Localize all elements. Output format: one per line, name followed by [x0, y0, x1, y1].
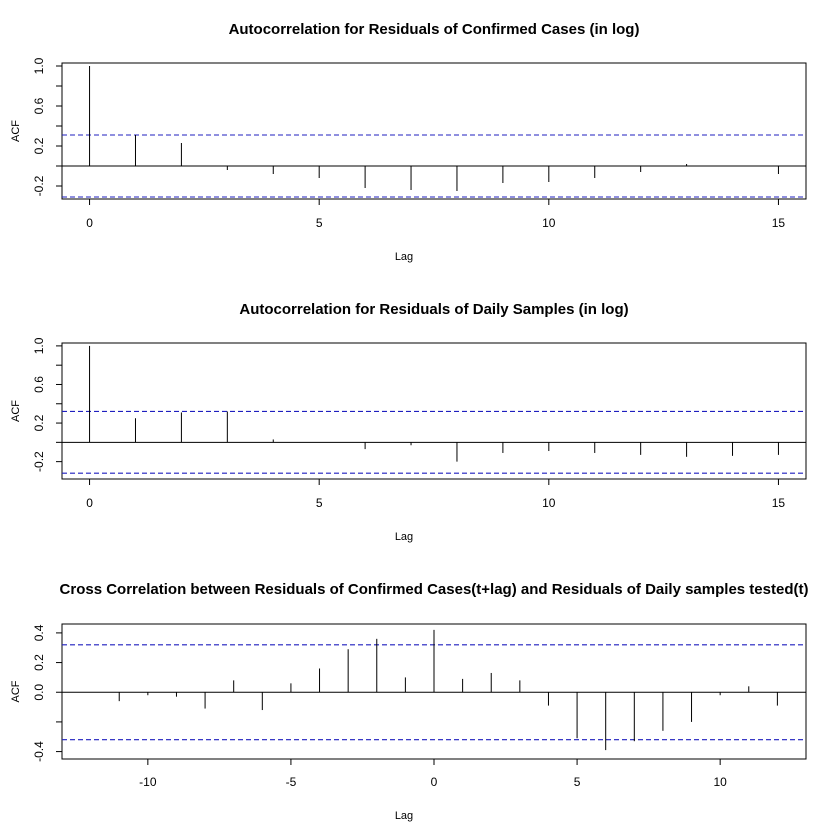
x-tick-label: 0 — [86, 496, 93, 510]
y-tick-label: 0.6 — [32, 376, 46, 393]
y-tick-label: 0.2 — [32, 137, 46, 154]
x-tick-label: 0 — [86, 216, 93, 230]
acf-panel-daily-samples: Autocorrelation for Residuals of Daily S… — [10, 301, 807, 543]
chart-title: Cross Correlation between Residuals of C… — [60, 581, 809, 598]
y-axis-label: ACF — [10, 120, 22, 142]
y-tick-label: 1.0 — [32, 337, 46, 354]
chart-title: Autocorrelation for Residuals of Daily S… — [239, 301, 628, 318]
x-axis-label: Lag — [395, 251, 413, 263]
acf-panel-confirmed-cases: Autocorrelation for Residuals of Confirm… — [10, 21, 807, 263]
y-tick-label: 0.0 — [32, 684, 46, 701]
y-tick-label: 0.4 — [32, 624, 46, 641]
x-axis-label: Lag — [395, 531, 413, 543]
y-axis-label: ACF — [10, 680, 22, 702]
x-tick-label: -10 — [139, 775, 157, 789]
y-tick-label: 0.6 — [32, 97, 46, 114]
x-tick-label: 15 — [772, 216, 786, 230]
x-tick-label: 0 — [431, 775, 438, 789]
y-tick-label: 1.0 — [32, 57, 46, 74]
y-tick-label: -0.2 — [32, 175, 46, 196]
x-tick-label: 5 — [574, 775, 581, 789]
y-tick-label: -0.4 — [32, 741, 46, 762]
ccf-panel-cases-vs-samples: Cross Correlation between Residuals of C… — [10, 581, 809, 822]
x-tick-label: 5 — [316, 216, 323, 230]
x-tick-label: 10 — [542, 496, 556, 510]
plot-frame — [61, 62, 807, 200]
y-axis-label: ACF — [10, 400, 22, 422]
chart-title: Autocorrelation for Residuals of Confirm… — [229, 21, 640, 38]
x-tick-label: -5 — [286, 775, 297, 789]
y-tick-label: 0.2 — [32, 414, 46, 431]
x-tick-label: 5 — [316, 496, 323, 510]
y-tick-label: 0.2 — [32, 654, 46, 671]
x-tick-label: 10 — [713, 775, 727, 789]
x-tick-label: 15 — [772, 496, 786, 510]
x-axis-label: Lag — [395, 810, 413, 822]
y-tick-label: -0.2 — [32, 451, 46, 472]
x-tick-label: 10 — [542, 216, 556, 230]
